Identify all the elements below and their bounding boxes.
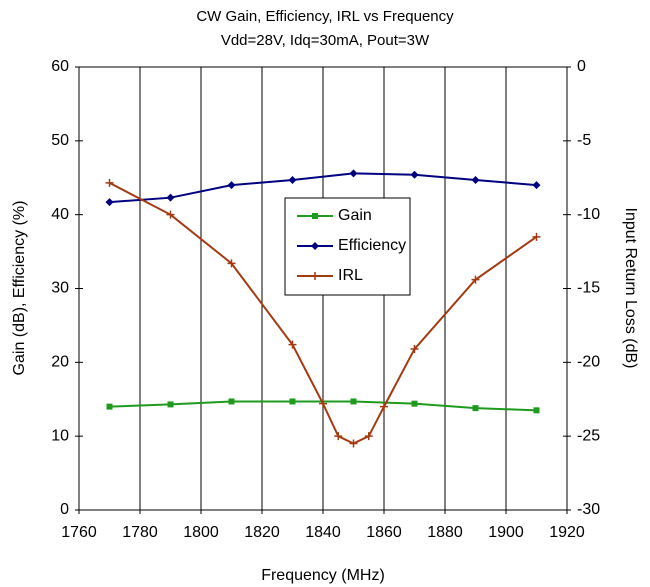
legend-label: IRL — [338, 267, 363, 284]
marker — [532, 181, 541, 190]
y2-axis-label: Input Return Loss (dB) — [622, 208, 639, 369]
y-tick-label: 0 — [60, 501, 69, 518]
y2-tick-label: -30 — [577, 501, 600, 518]
marker — [288, 340, 297, 349]
marker — [471, 275, 480, 284]
marker — [319, 399, 327, 408]
x-tick-label: 1860 — [366, 524, 402, 541]
marker — [349, 439, 358, 448]
y2-tick-label: -20 — [577, 354, 600, 371]
marker — [349, 169, 358, 178]
chart-subtitle: Vdd=28V, Idq=30mA, Pout=3W — [221, 32, 430, 49]
marker — [106, 403, 113, 410]
marker — [334, 432, 343, 441]
y2-tick-label: 0 — [577, 58, 586, 75]
y-tick-label: 50 — [51, 132, 69, 149]
chart-title: CW Gain, Efficiency, IRL vs Frequency — [196, 8, 454, 25]
legend-label: Gain — [338, 207, 372, 224]
x-tick-label: 1760 — [61, 524, 97, 541]
y-tick-label: 30 — [51, 280, 69, 297]
x-tick-label: 1820 — [244, 524, 280, 541]
marker — [411, 400, 418, 407]
marker — [410, 345, 419, 354]
marker — [311, 272, 319, 280]
x-tick-label: 1900 — [488, 524, 524, 541]
marker — [472, 405, 479, 412]
y-tick-label: 40 — [51, 206, 69, 223]
marker — [380, 402, 388, 411]
series-line — [109, 172, 537, 204]
plot-frame — [78, 66, 568, 511]
y2-tick-label: -15 — [577, 280, 600, 297]
marker — [312, 213, 318, 219]
marker — [311, 242, 319, 250]
x-tick-label: 1920 — [549, 524, 585, 541]
marker — [105, 178, 114, 187]
x-tick-label: 1880 — [427, 524, 463, 541]
x-tick-label: 1840 — [305, 524, 341, 541]
y-tick-label: 20 — [51, 354, 69, 371]
marker — [167, 401, 174, 408]
y-tick-label: 60 — [51, 58, 69, 75]
marker — [227, 259, 236, 268]
marker — [228, 398, 235, 405]
marker — [471, 175, 480, 184]
marker — [105, 198, 114, 207]
marker — [166, 210, 175, 219]
x-tick-label: 1800 — [183, 524, 219, 541]
marker — [532, 232, 541, 241]
legend-label: Efficiency — [338, 237, 406, 254]
y-axis-label: Gain (dB), Efficiency (%) — [11, 201, 28, 376]
series-line — [109, 182, 538, 445]
marker — [288, 175, 297, 184]
y-tick-label: 10 — [51, 427, 69, 444]
marker — [227, 181, 236, 190]
marker — [166, 193, 175, 202]
marker — [364, 432, 373, 441]
y2-tick-label: -25 — [577, 427, 600, 444]
marker — [533, 407, 540, 414]
marker — [289, 398, 296, 405]
y2-tick-label: -5 — [577, 132, 591, 149]
x-tick-label: 1780 — [122, 524, 158, 541]
legend: Gain Efficiency IRL — [284, 197, 411, 296]
marker — [350, 398, 357, 405]
y2-tick-label: -10 — [577, 206, 600, 223]
x-axis-label: Frequency (MHz) — [261, 567, 385, 584]
marker — [410, 170, 419, 179]
